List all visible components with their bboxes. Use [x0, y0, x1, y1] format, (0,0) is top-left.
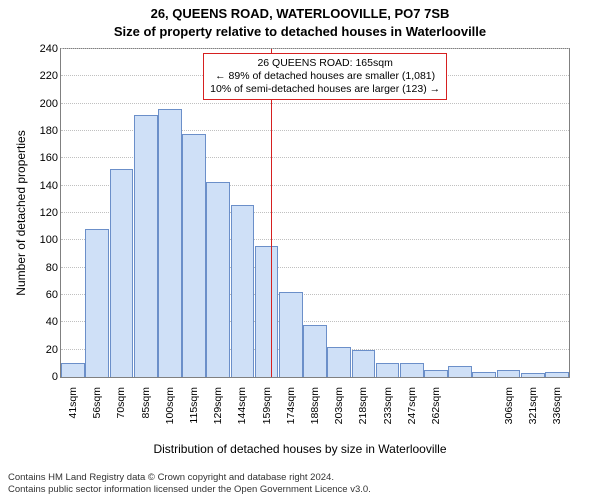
x-tick: 100sqm — [164, 387, 176, 447]
x-tick: 188sqm — [309, 387, 321, 447]
y-tick: 100 — [18, 234, 58, 246]
bar — [231, 205, 255, 377]
x-tick: 306sqm — [503, 387, 515, 447]
annotation-line: 26 QUEENS ROAD: 165sqm — [210, 57, 440, 70]
bar — [134, 115, 158, 377]
y-tick: 0 — [18, 371, 58, 383]
y-tick: 160 — [18, 152, 58, 164]
x-axis-label: Distribution of detached houses by size … — [0, 442, 600, 456]
x-tick: 115sqm — [188, 387, 200, 447]
x-tick: 218sqm — [357, 387, 369, 447]
x-tick: 262sqm — [430, 387, 442, 447]
x-tick: 85sqm — [140, 387, 152, 447]
x-tick: 56sqm — [91, 387, 103, 447]
annotation-line: ← 89% of detached houses are smaller (1,… — [210, 70, 440, 83]
bar — [352, 350, 376, 377]
y-tick: 220 — [18, 70, 58, 82]
bar — [424, 370, 448, 377]
y-tick: 20 — [18, 344, 58, 356]
chart-supertitle: 26, QUEENS ROAD, WATERLOOVILLE, PO7 7SB — [0, 6, 600, 21]
x-tick: 321sqm — [527, 387, 539, 447]
y-tick: 240 — [18, 43, 58, 55]
footer-attribution: Contains HM Land Registry data © Crown c… — [8, 472, 371, 496]
y-tick: 180 — [18, 125, 58, 137]
bar — [61, 363, 85, 377]
x-tick: 174sqm — [285, 387, 297, 447]
bar — [206, 182, 230, 377]
x-tick: 336sqm — [551, 387, 563, 447]
y-tick: 200 — [18, 98, 58, 110]
annotation-line: 10% of semi-detached houses are larger (… — [210, 83, 440, 96]
bar — [376, 363, 400, 377]
x-tick: 144sqm — [236, 387, 248, 447]
x-tick: 129sqm — [212, 387, 224, 447]
chart-title: Size of property relative to detached ho… — [0, 24, 600, 39]
bar — [158, 109, 182, 377]
y-tick: 80 — [18, 262, 58, 274]
bar — [110, 169, 134, 377]
chart-container: 26, QUEENS ROAD, WATERLOOVILLE, PO7 7SB … — [0, 0, 600, 500]
footer-line-1: Contains HM Land Registry data © Crown c… — [8, 472, 371, 484]
bar — [255, 246, 279, 377]
bar — [448, 366, 472, 377]
y-tick: 40 — [18, 316, 58, 328]
bar — [182, 134, 206, 377]
bar — [303, 325, 327, 377]
x-tick: 159sqm — [261, 387, 273, 447]
plot-area: 26 QUEENS ROAD: 165sqm← 89% of detached … — [60, 48, 570, 378]
x-tick: 247sqm — [406, 387, 418, 447]
bar — [497, 370, 521, 377]
annotation-box: 26 QUEENS ROAD: 165sqm← 89% of detached … — [203, 53, 447, 100]
x-tick: 203sqm — [333, 387, 345, 447]
footer-line-2: Contains public sector information licen… — [8, 484, 371, 496]
bar — [279, 292, 303, 377]
x-tick: 70sqm — [115, 387, 127, 447]
y-tick: 120 — [18, 207, 58, 219]
x-tick: 233sqm — [382, 387, 394, 447]
bar — [85, 229, 109, 377]
bar — [521, 373, 545, 377]
bar — [327, 347, 351, 377]
bar — [545, 372, 569, 377]
y-tick: 140 — [18, 180, 58, 192]
bar — [400, 363, 424, 377]
x-tick: 41sqm — [67, 387, 79, 447]
bar — [472, 372, 496, 377]
y-tick: 60 — [18, 289, 58, 301]
